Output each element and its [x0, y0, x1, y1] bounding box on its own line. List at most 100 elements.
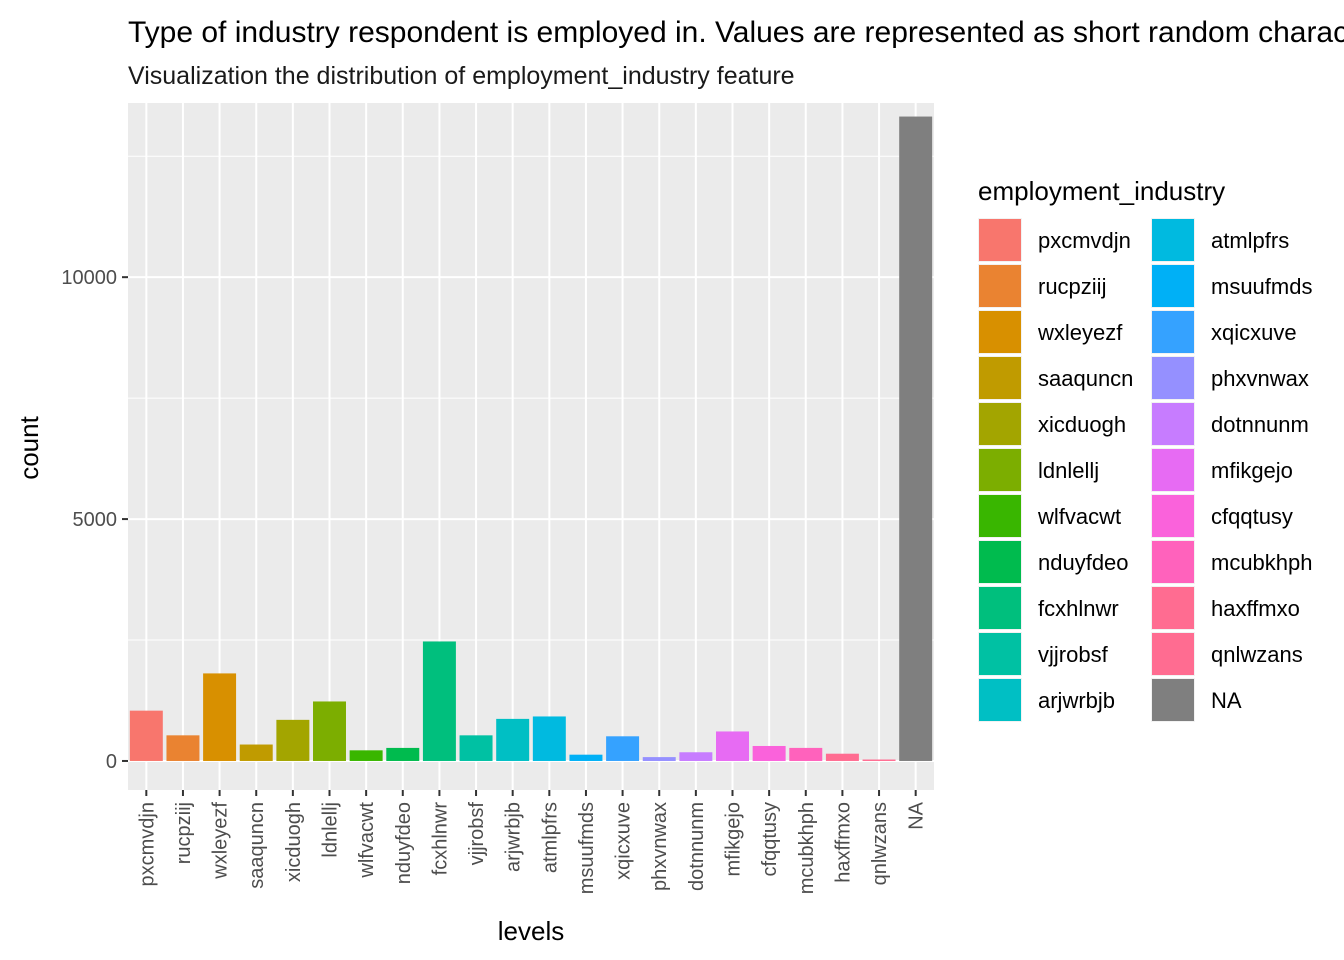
- y-tick-label: 10000: [61, 267, 117, 289]
- legend-label-haxffmxo: haxffmxo: [1211, 596, 1300, 621]
- legend-label-nduyfdeo: nduyfdeo: [1038, 550, 1129, 575]
- legend-label-pxcmvdjn: pxcmvdjn: [1038, 228, 1131, 253]
- y-tick-label: 0: [106, 751, 117, 773]
- legend-label-mfikgejo: mfikgejo: [1211, 458, 1293, 483]
- x-tick-label: arjwrbjb: [503, 802, 525, 872]
- x-axis-title: levels: [498, 916, 564, 946]
- y-tick-label: 5000: [73, 509, 118, 531]
- x-tick-label: saaquncn: [246, 802, 268, 889]
- x-tick-label: cfqqtusy: [759, 802, 781, 876]
- legend-label-msuufmds: msuufmds: [1211, 274, 1312, 299]
- bar-fcxhlnwr: [422, 641, 456, 761]
- bar-vjjrobsf: [459, 735, 493, 761]
- bar-arjwrbjb: [496, 718, 530, 761]
- legend-label-rucpziij: rucpziij: [1038, 274, 1106, 299]
- legend-label-xicduogh: xicduogh: [1038, 412, 1126, 437]
- legend-label-wxleyezf: wxleyezf: [1037, 320, 1123, 345]
- x-tick-label: xqicxuve: [613, 802, 635, 880]
- bar-wxleyezf: [203, 673, 237, 761]
- x-tick-label: xicduogh: [283, 802, 305, 882]
- legend-swatch-fcxhlnwr: [979, 587, 1021, 629]
- legend-title: employment_industry: [978, 176, 1225, 206]
- x-tick-label: nduyfdeo: [393, 802, 415, 884]
- bar-phxvnwax: [642, 757, 676, 761]
- x-tick-label: vjjrobsf: [466, 802, 488, 866]
- x-tick-label: haxffmxo: [832, 802, 854, 883]
- bar-NA: [899, 116, 933, 761]
- legend-label-xqicxuve: xqicxuve: [1211, 320, 1297, 345]
- bars: [129, 116, 933, 761]
- legend-swatch-vjjrobsf: [979, 633, 1021, 675]
- bar-mfikgejo: [716, 731, 749, 761]
- bar-dotnnunm: [679, 752, 713, 761]
- legend-label-wlfvacwt: wlfvacwt: [1037, 504, 1121, 529]
- bar-rucpziij: [166, 735, 200, 761]
- legend-label-NA: NA: [1211, 688, 1242, 713]
- legend-swatch-wxleyezf: [979, 311, 1021, 353]
- bar-nduyfdeo: [386, 747, 420, 761]
- legend-swatch-arjwrbjb: [979, 679, 1021, 721]
- x-tick-label: qnlwzans: [869, 802, 891, 885]
- plot-panel: [128, 103, 934, 790]
- bar-ldnlellj: [313, 701, 346, 761]
- bar-haxffmxo: [825, 753, 859, 761]
- bar-atmlpfrs: [532, 716, 566, 761]
- legend-label-arjwrbjb: arjwrbjb: [1038, 688, 1115, 713]
- bar-qnlwzans: [862, 759, 896, 761]
- legend-swatch-mfikgejo: [1152, 449, 1194, 491]
- x-tick-label: msuufmds: [576, 802, 598, 894]
- legend-label-qnlwzans: qnlwzans: [1211, 642, 1303, 667]
- x-tick-label: atmlpfrs: [539, 802, 561, 873]
- legend-swatch-dotnnunm: [1152, 403, 1194, 445]
- legend-swatch-haxffmxo: [1152, 587, 1194, 629]
- x-tick-label: pxcmvdjn: [136, 802, 158, 886]
- chart-title: Type of industry respondent is employed …: [128, 16, 1344, 49]
- legend-label-fcxhlnwr: fcxhlnwr: [1038, 596, 1119, 621]
- x-tick-label: rucpziij: [173, 802, 195, 864]
- legend-label-mcubkhph: mcubkhph: [1211, 550, 1313, 575]
- y-axis: 0 5000 10000: [61, 267, 128, 773]
- bar-wlfvacwt: [349, 750, 383, 761]
- bar-pxcmvdjn: [129, 710, 163, 761]
- legend-label-vjjrobsf: vjjrobsf: [1038, 642, 1109, 667]
- legend-swatch-atmlpfrs: [1152, 219, 1194, 261]
- legend-label-phxvnwax: phxvnwax: [1211, 366, 1309, 391]
- bar-xqicxuve: [606, 736, 640, 761]
- legend-label-cfqqtusy: cfqqtusy: [1211, 504, 1293, 529]
- legend-swatch-phxvnwax: [1152, 357, 1194, 399]
- legend-swatch-ldnlellj: [979, 449, 1021, 491]
- x-tick-label: dotnnunm: [686, 802, 708, 891]
- grid-lines: [128, 103, 934, 790]
- x-tick-label: NA: [906, 801, 928, 829]
- legend-swatch-pxcmvdjn: [979, 219, 1021, 261]
- legend-label-atmlpfrs: atmlpfrs: [1211, 228, 1289, 253]
- legend-label-ldnlellj: ldnlellj: [1038, 458, 1099, 483]
- x-tick-label: wlfvacwt: [356, 802, 378, 879]
- legend-swatch-wlfvacwt: [979, 495, 1021, 537]
- legend-swatch-NA: [1152, 679, 1194, 721]
- legend-swatch-nduyfdeo: [979, 541, 1021, 583]
- y-axis-title: count: [14, 415, 44, 479]
- legend-swatch-xicduogh: [979, 403, 1021, 445]
- x-tick-label: ldnlellj: [320, 802, 342, 858]
- chart-subtitle: Visualization the distribution of employ…: [128, 62, 795, 90]
- x-tick-label: mcubkhph: [796, 802, 818, 894]
- x-axis: pxcmvdjn rucpziij wxleyezf saaquncn xicduogh…: [136, 790, 928, 894]
- legend-swatch-msuufmds: [1152, 265, 1194, 307]
- legend-label-dotnnunm: dotnnunm: [1211, 412, 1309, 437]
- x-tick-label: mfikgejo: [723, 802, 745, 876]
- x-tick-label: fcxhlnwr: [429, 802, 451, 876]
- bar-xicduogh: [276, 719, 310, 761]
- x-tick-label: wxleyezf: [210, 802, 232, 880]
- legend-swatch-saaquncn: [979, 357, 1021, 399]
- x-tick-label: phxvnwax: [649, 802, 671, 891]
- legend-label-saaquncn: saaquncn: [1038, 366, 1133, 391]
- legend-swatch-cfqqtusy: [1152, 495, 1194, 537]
- bar-saaquncn: [239, 744, 273, 761]
- legend-swatch-qnlwzans: [1152, 633, 1194, 675]
- legend-swatch-rucpziij: [979, 265, 1021, 307]
- bar-mcubkhph: [789, 747, 823, 761]
- legend: pxcmvdjn rucpziij wxleyezf saaquncn xicduogh…: [978, 218, 1313, 722]
- legend-swatch-xqicxuve: [1152, 311, 1194, 353]
